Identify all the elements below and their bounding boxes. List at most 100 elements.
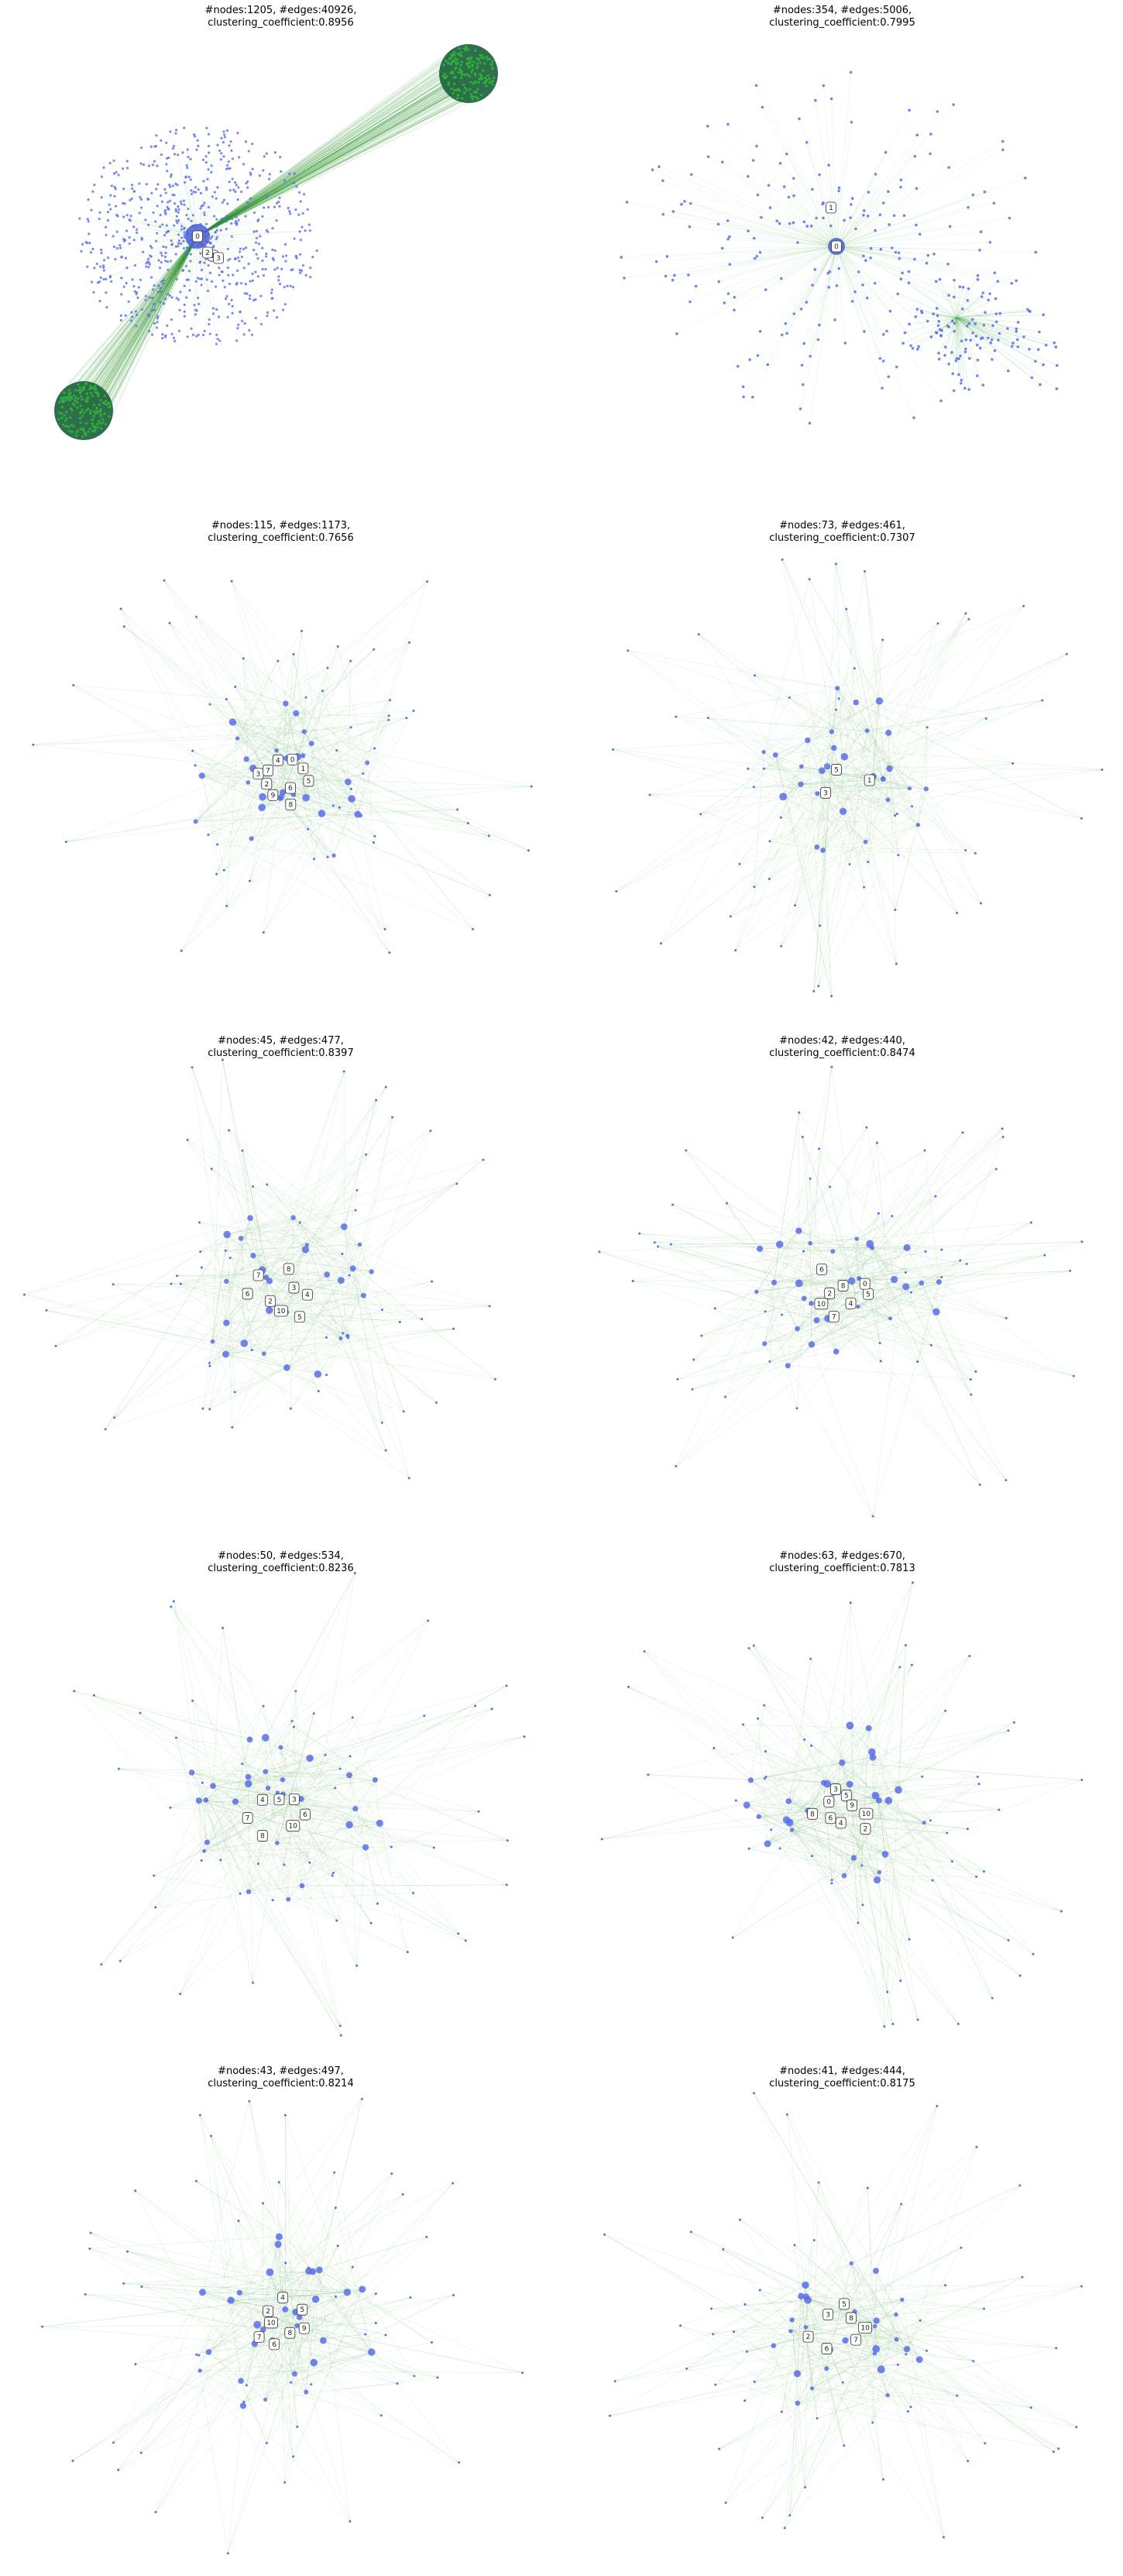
node bbox=[257, 275, 259, 277]
edge bbox=[202, 2292, 458, 2463]
node bbox=[850, 203, 853, 206]
node bbox=[748, 1647, 750, 1649]
node bbox=[734, 949, 737, 951]
node bbox=[71, 431, 74, 433]
node bbox=[764, 1776, 767, 1778]
edge bbox=[873, 1757, 992, 1998]
node bbox=[798, 118, 801, 121]
node bbox=[427, 1619, 429, 1622]
edge bbox=[197, 50, 469, 236]
edge bbox=[692, 174, 836, 246]
node bbox=[754, 674, 756, 676]
node bbox=[256, 257, 259, 260]
node bbox=[80, 395, 82, 397]
node bbox=[980, 230, 983, 233]
edge bbox=[836, 194, 973, 246]
node-label-text: 7 bbox=[246, 1815, 250, 1823]
node bbox=[799, 764, 804, 769]
node bbox=[812, 990, 815, 992]
node bbox=[148, 330, 150, 332]
node bbox=[269, 173, 271, 175]
node bbox=[167, 156, 170, 159]
node-label: 1 bbox=[864, 775, 874, 786]
node-label: 7 bbox=[263, 765, 273, 776]
node bbox=[228, 258, 231, 260]
node bbox=[755, 84, 758, 88]
node-label: 6 bbox=[817, 1264, 827, 1274]
node bbox=[116, 231, 118, 233]
edge bbox=[836, 246, 954, 390]
node bbox=[966, 1263, 968, 1265]
node-label: 7 bbox=[242, 1813, 252, 1824]
node bbox=[726, 219, 730, 222]
node bbox=[131, 184, 133, 186]
node-label: 0 bbox=[860, 1278, 870, 1289]
edge bbox=[629, 1687, 834, 1793]
node bbox=[792, 194, 795, 198]
node bbox=[929, 153, 932, 156]
node bbox=[455, 66, 457, 68]
node bbox=[829, 225, 833, 228]
node bbox=[184, 231, 186, 233]
edge bbox=[266, 1738, 508, 1841]
node bbox=[98, 280, 101, 283]
edge bbox=[197, 57, 448, 236]
node bbox=[278, 794, 284, 800]
edge bbox=[235, 1716, 424, 1802]
node bbox=[843, 342, 847, 345]
edge bbox=[792, 1830, 1009, 1940]
node-label-text: 6 bbox=[288, 785, 293, 793]
edge bbox=[806, 246, 836, 302]
node bbox=[891, 246, 894, 249]
node bbox=[999, 312, 1002, 315]
node bbox=[133, 239, 136, 241]
node bbox=[229, 140, 232, 143]
node bbox=[125, 315, 127, 317]
node bbox=[241, 320, 243, 322]
node bbox=[768, 1360, 771, 1363]
edge bbox=[822, 771, 956, 913]
node bbox=[82, 429, 84, 432]
node bbox=[184, 315, 186, 318]
node bbox=[122, 215, 125, 218]
node bbox=[915, 133, 919, 136]
node bbox=[334, 1787, 336, 1789]
node bbox=[239, 247, 242, 249]
edge bbox=[939, 1282, 1006, 1319]
node bbox=[242, 248, 245, 250]
edge bbox=[853, 1858, 958, 2024]
node bbox=[381, 1309, 383, 1311]
node-label: 5 bbox=[841, 1790, 851, 1801]
node bbox=[169, 200, 171, 202]
edge bbox=[852, 1260, 960, 1281]
edge bbox=[817, 842, 866, 848]
node bbox=[70, 408, 72, 410]
edge bbox=[738, 246, 836, 366]
node-label: 3 bbox=[289, 1794, 299, 1804]
node bbox=[165, 163, 167, 165]
node bbox=[721, 247, 724, 250]
node bbox=[688, 225, 691, 229]
edge bbox=[156, 1800, 199, 1907]
node bbox=[276, 267, 279, 269]
node bbox=[886, 765, 893, 772]
node bbox=[210, 171, 212, 174]
node bbox=[957, 373, 960, 377]
node bbox=[340, 2034, 342, 2037]
node bbox=[107, 219, 109, 222]
node bbox=[615, 890, 617, 892]
node bbox=[484, 77, 486, 79]
node bbox=[86, 266, 88, 268]
node bbox=[163, 279, 165, 281]
title-line-1: #nodes:1205, #edges:40926, bbox=[0, 5, 562, 17]
edge bbox=[197, 47, 479, 236]
edge bbox=[197, 54, 450, 236]
edge bbox=[956, 287, 960, 318]
node bbox=[175, 1736, 177, 1739]
node bbox=[246, 780, 250, 785]
node bbox=[101, 176, 103, 178]
node bbox=[925, 1250, 927, 1253]
node bbox=[261, 260, 263, 262]
node bbox=[23, 1294, 26, 1296]
node bbox=[897, 854, 899, 856]
